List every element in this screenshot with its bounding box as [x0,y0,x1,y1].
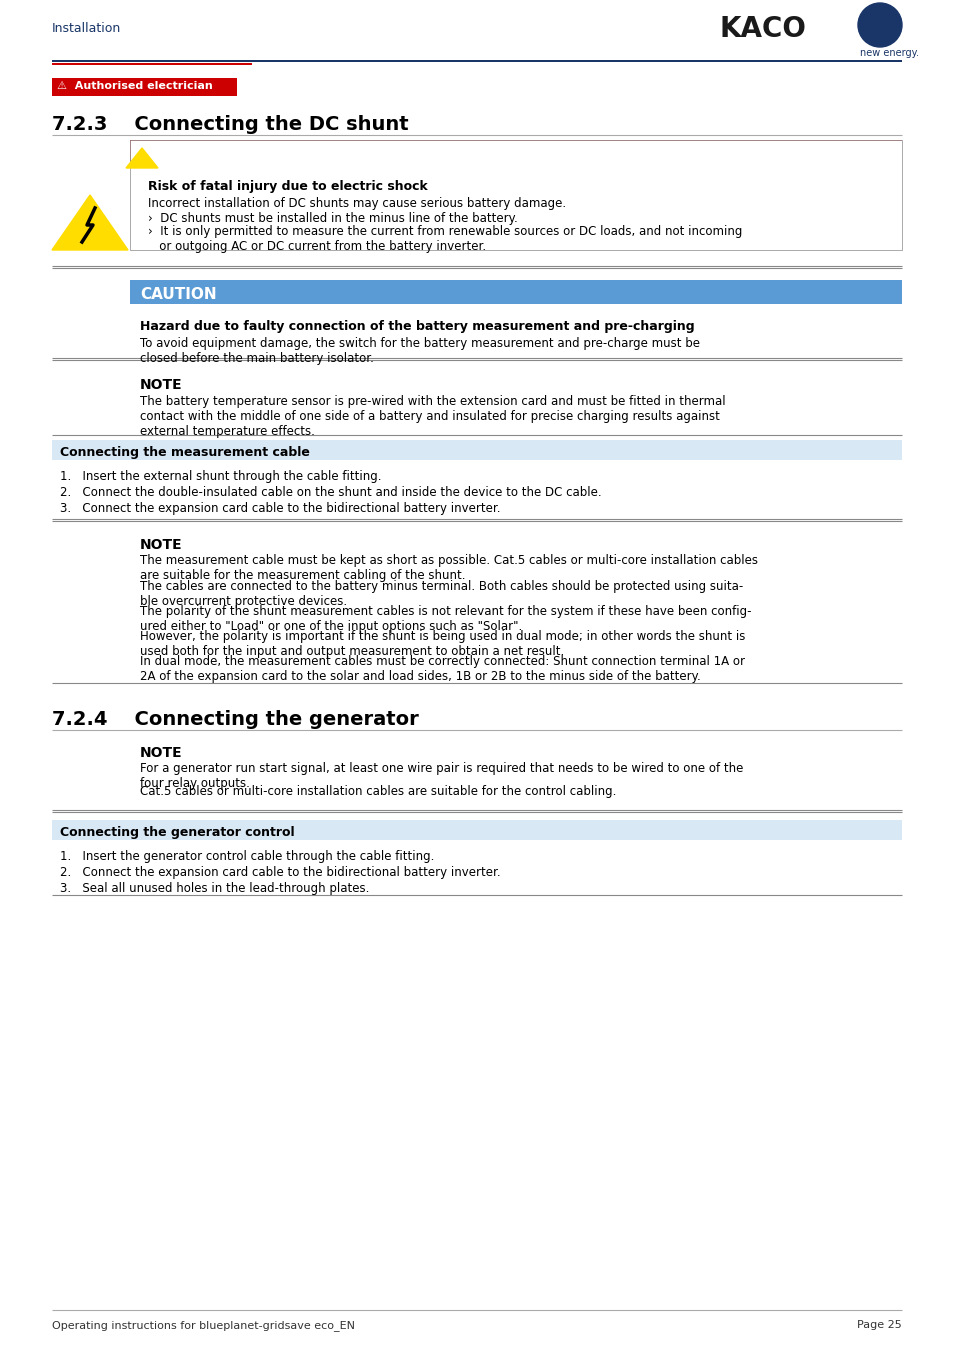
Text: Installation: Installation [52,22,121,35]
Text: Page 25: Page 25 [857,1320,901,1330]
FancyBboxPatch shape [52,78,236,96]
Text: Risk of fatal injury due to electric shock: Risk of fatal injury due to electric sho… [148,180,427,193]
Text: i: i [87,759,93,778]
Text: KACO: KACO [720,15,806,43]
Text: ›  It is only permitted to measure the current from renewable sources or DC load: › It is only permitted to measure the cu… [148,225,741,252]
Text: For a generator run start signal, at least one wire pair is required that needs : For a generator run start signal, at lea… [140,761,742,790]
FancyBboxPatch shape [130,279,901,304]
Text: Connecting the generator control: Connecting the generator control [60,826,294,838]
Text: The polarity of the shunt measurement cables is not relevant for the system if t: The polarity of the shunt measurement ca… [140,605,751,633]
FancyBboxPatch shape [52,440,901,460]
FancyBboxPatch shape [52,59,901,62]
FancyBboxPatch shape [52,819,901,840]
Text: The measurement cable must be kept as short as possible. Cat.5 cables or multi-c: The measurement cable must be kept as sh… [140,554,758,582]
Circle shape [857,3,901,47]
Text: 1.   Insert the generator control cable through the cable fitting.: 1. Insert the generator control cable th… [60,850,434,863]
Text: Incorrect installation of DC shunts may cause serious battery damage.: Incorrect installation of DC shunts may … [148,197,565,211]
FancyBboxPatch shape [52,63,252,65]
Text: NOTE: NOTE [140,747,182,760]
Polygon shape [126,148,158,167]
Text: Cat.5 cables or multi-core installation cables are suitable for the control cabl: Cat.5 cables or multi-core installation … [140,784,616,798]
Text: 1.   Insert the external shunt through the cable fitting.: 1. Insert the external shunt through the… [60,470,381,483]
Circle shape [70,375,110,414]
Text: ⚠  Authorised electrician: ⚠ Authorised electrician [57,81,213,90]
Text: Connecting the measurement cable: Connecting the measurement cable [60,446,310,459]
Text: new energy.: new energy. [859,49,918,58]
Text: 2.   Connect the double-insulated cable on the shunt and inside the device to th: 2. Connect the double-insulated cable on… [60,486,601,500]
Text: To avoid equipment damage, the switch for the battery measurement and pre-charge: To avoid equipment damage, the switch fo… [140,338,700,364]
Text: In dual mode, the measurement cables must be correctly connected: Shunt connecti: In dual mode, the measurement cables mus… [140,655,744,683]
Text: DANGER: DANGER [168,144,246,163]
Text: The battery temperature sensor is pre-wired with the extension card and must be : The battery temperature sensor is pre-wi… [140,396,725,437]
Text: 7.2.3    Connecting the DC shunt: 7.2.3 Connecting the DC shunt [52,115,408,134]
Text: NOTE: NOTE [140,539,182,552]
Polygon shape [52,194,128,250]
Text: However, the polarity is important if the shunt is being used in dual mode; in o: However, the polarity is important if th… [140,630,744,657]
Circle shape [70,747,110,786]
FancyBboxPatch shape [130,140,901,167]
Circle shape [71,377,108,413]
Text: Operating instructions for blueplanet-gridsave eco_EN: Operating instructions for blueplanet-gr… [52,1320,355,1331]
Text: ›  DC shunts must be installed in the minus line of the battery.: › DC shunts must be installed in the min… [148,212,517,225]
Text: 7.2.4    Connecting the generator: 7.2.4 Connecting the generator [52,710,418,729]
Text: !: ! [139,151,145,163]
Text: 3.   Seal all unused holes in the lead-through plates.: 3. Seal all unused holes in the lead-thr… [60,882,369,895]
Text: i: i [87,558,93,576]
Text: CAUTION: CAUTION [140,288,216,302]
Text: Hazard due to faulty connection of the battery measurement and pre-charging: Hazard due to faulty connection of the b… [140,320,694,333]
Text: i: i [87,387,93,406]
Circle shape [70,545,110,585]
Text: 2.   Connect the expansion card cable to the bidirectional battery inverter.: 2. Connect the expansion card cable to t… [60,865,500,879]
Text: 3.   Connect the expansion card cable to the bidirectional battery inverter.: 3. Connect the expansion card cable to t… [60,502,500,514]
Bar [130,140,901,250]
Text: NOTE: NOTE [140,378,182,392]
Text: The cables are connected to the battery minus terminal. Both cables should be pr: The cables are connected to the battery … [140,580,742,608]
